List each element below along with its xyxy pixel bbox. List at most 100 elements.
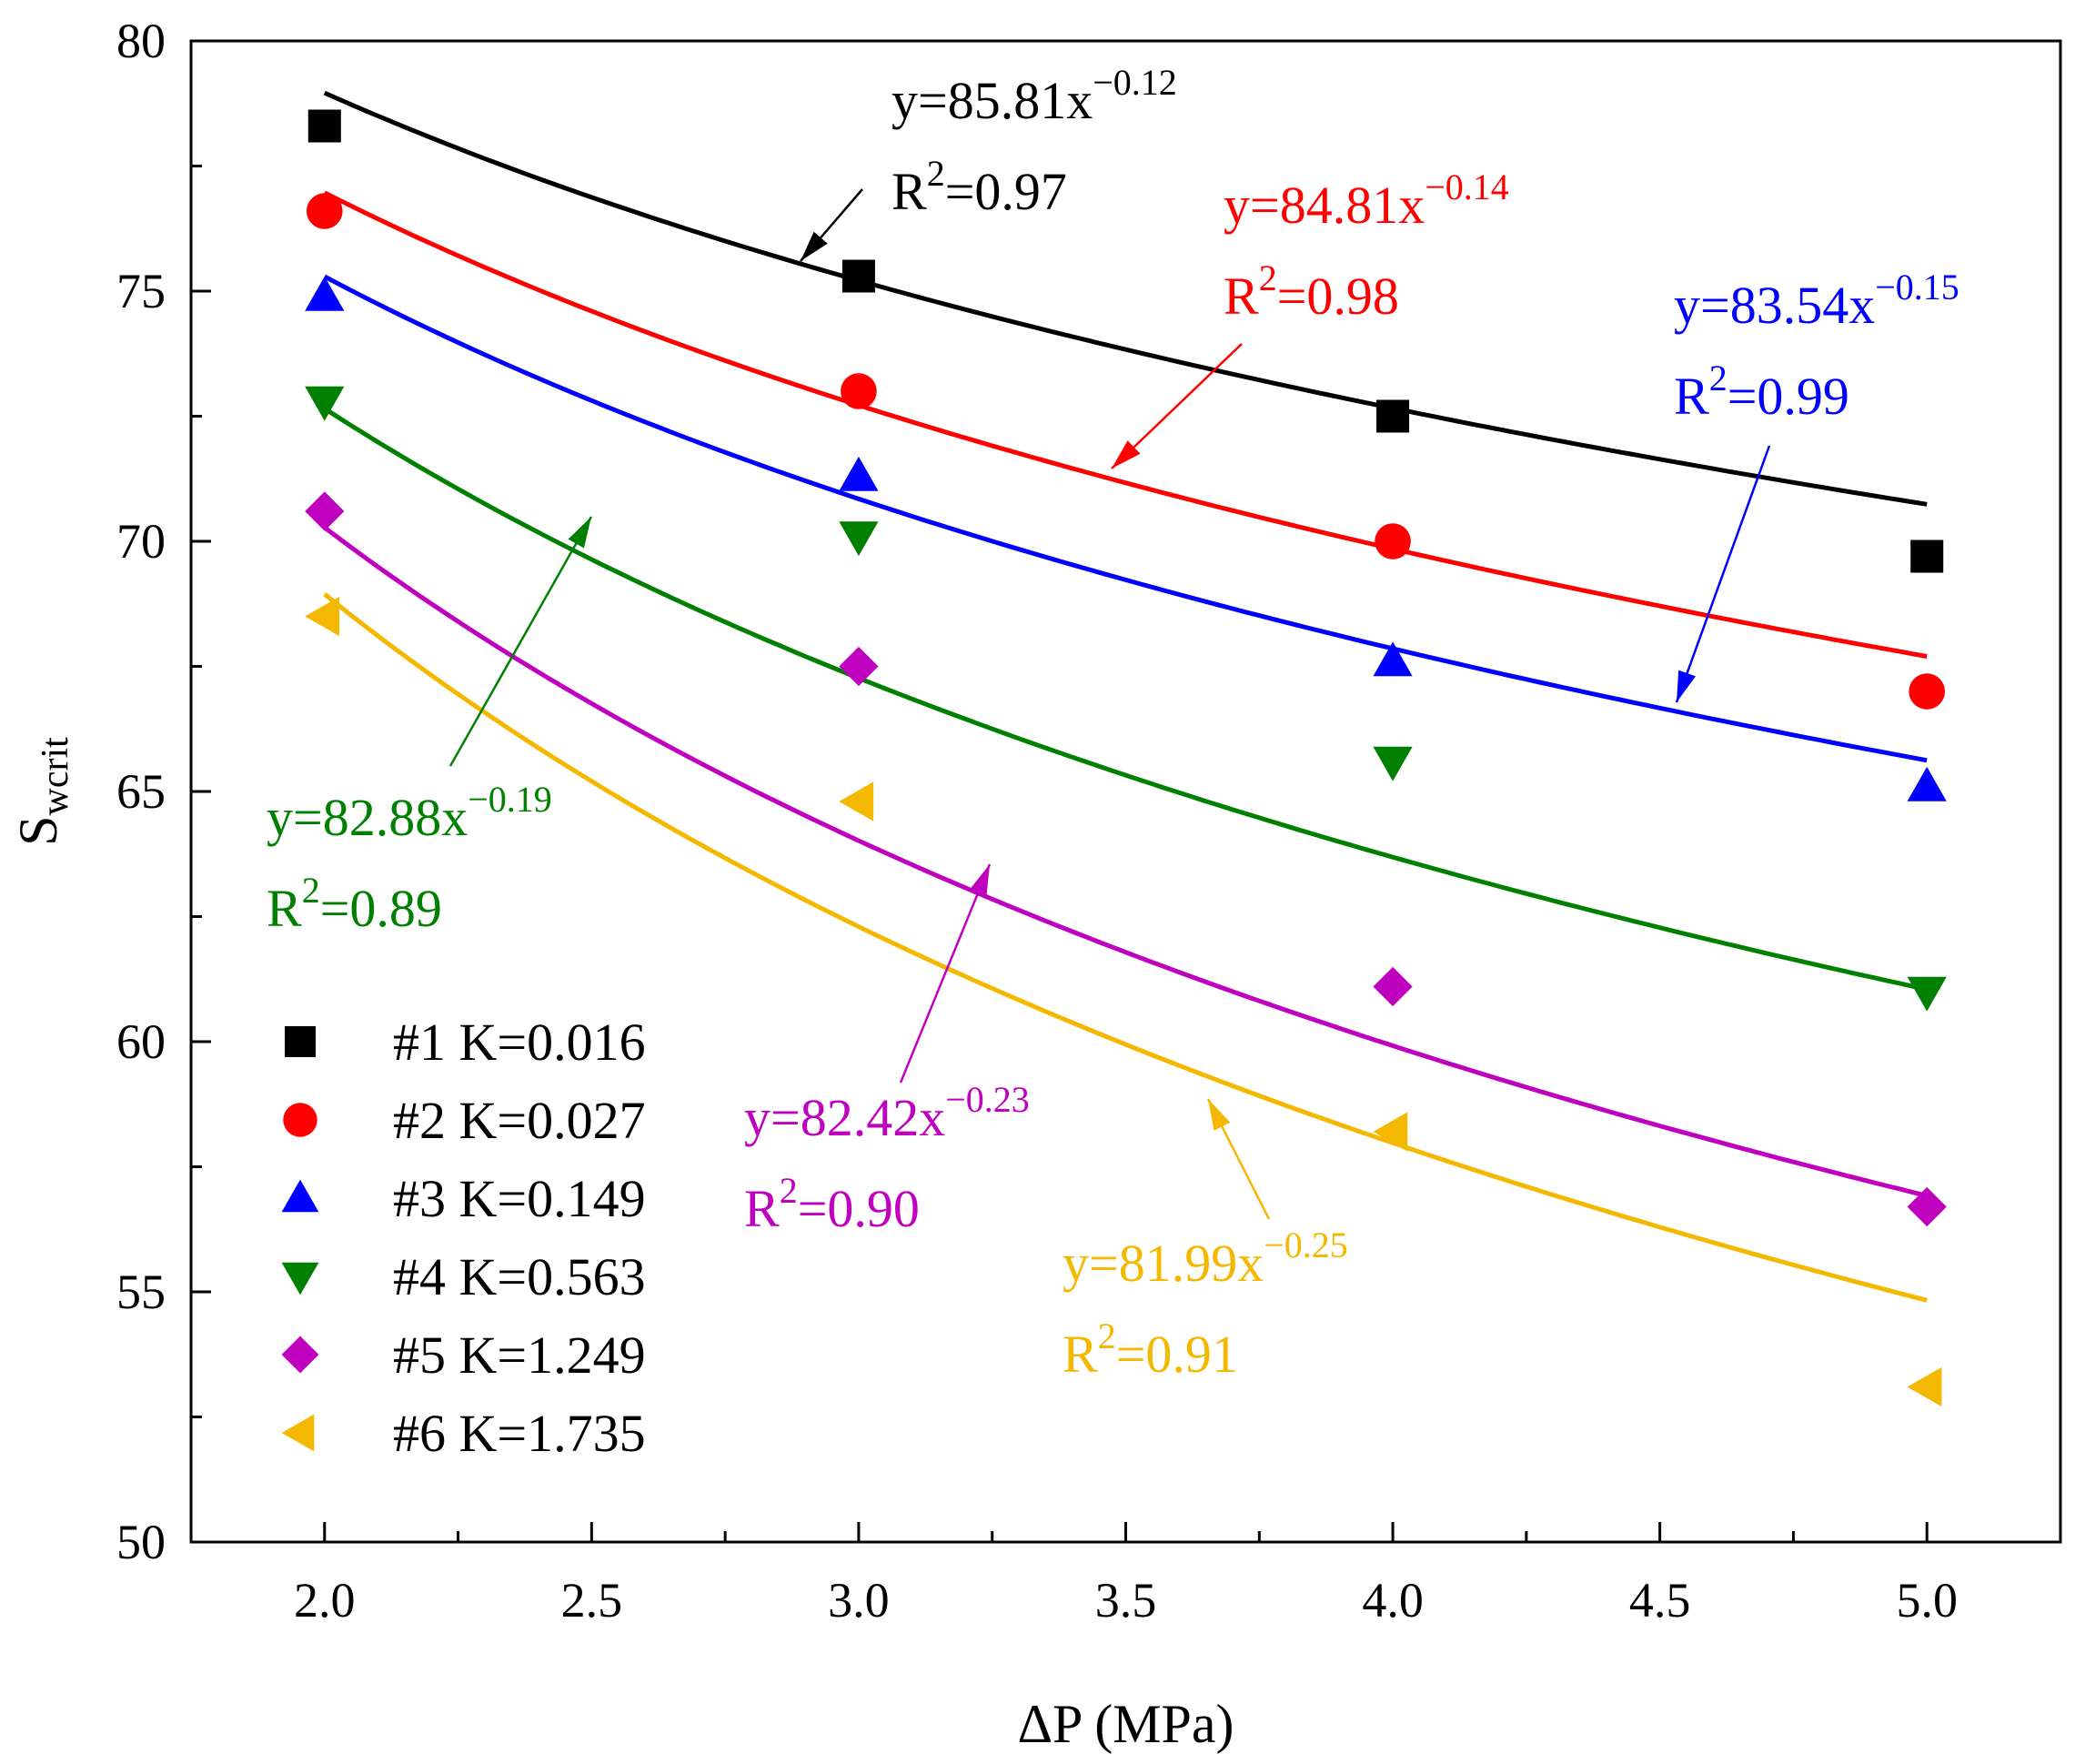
legend-label-s2: #2 K=0.027	[393, 1091, 646, 1150]
legend-marker-s4	[281, 1262, 319, 1295]
y-tick-label: 60	[116, 1014, 166, 1069]
fit-equation-s3: y=83.54x−0.15	[1674, 267, 1959, 335]
fit-equation-base: y=81.99x	[1063, 1234, 1264, 1293]
data-point-s1	[1376, 399, 1410, 433]
fit-equation-base: y=82.42x	[744, 1088, 945, 1147]
fit-equation-exponent: −0.25	[1264, 1225, 1348, 1265]
legend-marker-s5	[281, 1336, 319, 1374]
y-axis-label: Swcrit	[8, 737, 76, 846]
data-point-s2	[306, 193, 343, 229]
fit-r2-s3: R2=0.99	[1674, 358, 1849, 426]
annotation-arrow-s2	[1111, 343, 1243, 469]
fit-annotation-s5: y=82.42x−0.23 R2=0.90	[744, 1079, 1030, 1238]
data-point-s1	[307, 109, 341, 143]
y-axis-label-main: S	[8, 815, 68, 845]
fit-equation-exponent: −0.14	[1425, 166, 1509, 207]
fit-curve-s2	[323, 190, 1928, 659]
fit-equation-s2: y=84.81x−0.14	[1224, 166, 1509, 235]
data-point-s6	[839, 781, 874, 822]
annotation-arrow-s1	[800, 188, 863, 262]
data-point-s6	[305, 596, 339, 637]
x-tick-label: 2.0	[294, 1573, 356, 1628]
x-tick-label: 5.0	[1896, 1573, 1958, 1628]
fit-r2-s4: R2=0.89	[267, 870, 442, 938]
fit-curve-s1	[323, 90, 1928, 507]
y-tick-label: 50	[116, 1515, 166, 1569]
x-tick-label: 4.5	[1629, 1573, 1691, 1628]
data-point-s2	[1909, 673, 1946, 710]
fit-equation-exponent: −0.15	[1875, 267, 1959, 307]
fit-r2-s5: R2=0.90	[744, 1170, 920, 1238]
data-point-s3	[1907, 766, 1947, 801]
legend-label-s3: #3 K=0.149	[393, 1169, 646, 1228]
fit-annotation-s3: y=83.54x−0.15 R2=0.99	[1674, 267, 1959, 426]
fit-equation-base: y=84.81x	[1224, 176, 1425, 235]
legend-marker-s3	[281, 1179, 319, 1213]
data-point-s2	[841, 373, 877, 409]
fit-equation-exponent: −0.23	[945, 1079, 1030, 1120]
data-point-s4	[1373, 746, 1413, 781]
fit-curve-s4	[323, 406, 1928, 993]
y-tick-label: 70	[116, 514, 166, 569]
legend-marker-s1	[285, 1026, 316, 1057]
legend-marker-s2	[283, 1103, 317, 1137]
x-tick-label: 4.0	[1362, 1573, 1424, 1628]
fit-r2-s6: R2=0.91	[1063, 1315, 1238, 1384]
data-point-s4	[305, 386, 345, 421]
fit-equation-base: y=83.54x	[1674, 276, 1875, 335]
annotation-arrow-s3	[1675, 445, 1771, 703]
data-point-s5	[839, 646, 879, 687]
y-tick-label: 75	[116, 264, 166, 318]
data-point-s1	[841, 259, 875, 293]
fit-equation-exponent: −0.12	[1093, 62, 1177, 103]
fit-equation-s5: y=82.42x−0.23	[744, 1079, 1030, 1147]
fit-curves	[323, 90, 1928, 1303]
fit-curve-s6	[323, 592, 1928, 1303]
annotation-arrow-s5	[899, 863, 992, 1084]
legend-label-s4: #4 K=0.563	[393, 1247, 646, 1306]
x-axis-label: ΔP (MPa)	[1017, 1694, 1234, 1754]
annotation-arrows	[448, 188, 1771, 1220]
legend-label-s1: #1 K=0.016	[393, 1013, 646, 1072]
y-tick-label: 55	[116, 1265, 166, 1319]
fit-equation-annotations: y=85.81x−0.12 R2=0.97 y=84.81x−0.14 R2=0.98…	[267, 62, 1959, 1384]
legend: #1 K=0.016 #2 K=0.027 #3 K=0.149 #4 K=0.563…	[281, 1013, 646, 1463]
fit-r2-s1: R2=0.97	[891, 153, 1067, 221]
fit-equation-base: y=85.81x	[891, 71, 1093, 130]
data-point-s5	[305, 491, 345, 531]
fit-curve-s5	[323, 525, 1928, 1198]
x-tick-label: 3.5	[1095, 1573, 1157, 1628]
data-markers	[305, 109, 1947, 1407]
fit-equation-exponent: −0.19	[468, 779, 552, 820]
fit-equation-s1: y=85.81x−0.12	[891, 62, 1177, 130]
annotation-arrow-s4	[448, 516, 593, 767]
x-tick-label: 3.0	[828, 1573, 890, 1628]
data-point-s5	[1373, 966, 1413, 1007]
annotation-arrow-s6	[1206, 1098, 1271, 1220]
fit-curve-s3	[323, 274, 1928, 763]
fit-annotation-s2: y=84.81x−0.14 R2=0.98	[1224, 166, 1509, 326]
data-point-s3	[839, 456, 879, 491]
data-point-s3	[305, 276, 345, 311]
fit-equation-s4: y=82.88x−0.19	[267, 779, 552, 847]
data-point-s6	[1373, 1112, 1408, 1152]
legend-marker-s6	[281, 1414, 315, 1452]
data-point-s2	[1375, 523, 1411, 559]
fit-annotation-s4: y=82.88x−0.19 R2=0.89	[267, 779, 552, 938]
fit-annotation-s6: y=81.99x−0.25 R2=0.91	[1063, 1225, 1348, 1384]
legend-label-s6: #6 K=1.735	[393, 1404, 646, 1463]
data-point-s4	[1907, 976, 1947, 1012]
fit-annotation-s1: y=85.81x−0.12 R2=0.97	[891, 62, 1177, 221]
data-point-s3	[1373, 641, 1413, 677]
data-point-s1	[1910, 539, 1944, 573]
fit-equation-base: y=82.88x	[267, 788, 468, 847]
y-axis-label-subscript: wcrit	[35, 737, 76, 816]
data-point-s6	[1907, 1366, 1942, 1407]
ticks: 2.0 2.5 3.0 3.5 4.0 4.5 5.0 50 55 60 65 70 75 80	[116, 14, 1958, 1628]
data-point-s4	[839, 521, 879, 557]
data-point-s5	[1907, 1186, 1947, 1227]
legend-label-s5: #5 K=1.249	[393, 1326, 646, 1385]
fit-equation-s6: y=81.99x−0.25	[1063, 1225, 1348, 1293]
y-tick-label: 80	[116, 14, 166, 68]
